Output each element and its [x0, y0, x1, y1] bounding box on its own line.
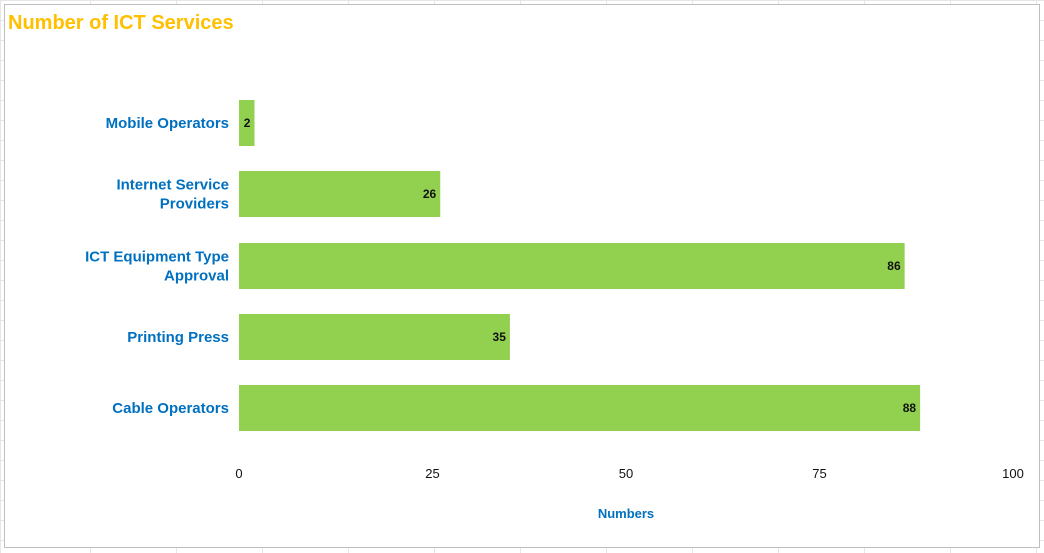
bars	[239, 100, 921, 431]
x-axis-title: Numbers	[598, 506, 654, 521]
category-label: Internet Service	[116, 177, 229, 194]
category-label: Providers	[160, 196, 229, 213]
x-tick-label: 25	[425, 466, 439, 481]
chart-title: Number of ICT Services	[8, 12, 234, 34]
data-labels: 2 26 86 35 88	[244, 116, 917, 415]
category-label: Printing Press	[127, 329, 229, 346]
x-tick-label: 100	[1002, 466, 1024, 481]
category-label: Mobile Operators	[106, 115, 229, 132]
category-label: Approval	[164, 268, 229, 285]
category-label: ICT Equipment Type	[85, 249, 229, 266]
bar[interactable]	[239, 243, 905, 289]
bar[interactable]	[239, 171, 441, 217]
data-label: 88	[903, 401, 917, 415]
bar[interactable]	[239, 385, 921, 431]
data-label: 86	[887, 259, 901, 273]
bar[interactable]	[239, 100, 255, 146]
data-label: 2	[244, 116, 251, 130]
bar[interactable]	[239, 314, 510, 360]
x-axis-tick-labels: 0 25 50 75 100	[235, 466, 1023, 481]
x-tick-label: 50	[619, 466, 633, 481]
data-label: 35	[493, 330, 507, 344]
category-labels: Mobile Operators Internet Service Provider…	[85, 115, 229, 417]
category-label: Cable Operators	[112, 400, 229, 417]
x-tick-label: 75	[812, 466, 826, 481]
data-label: 26	[423, 187, 437, 201]
x-tick-label: 0	[235, 466, 242, 481]
